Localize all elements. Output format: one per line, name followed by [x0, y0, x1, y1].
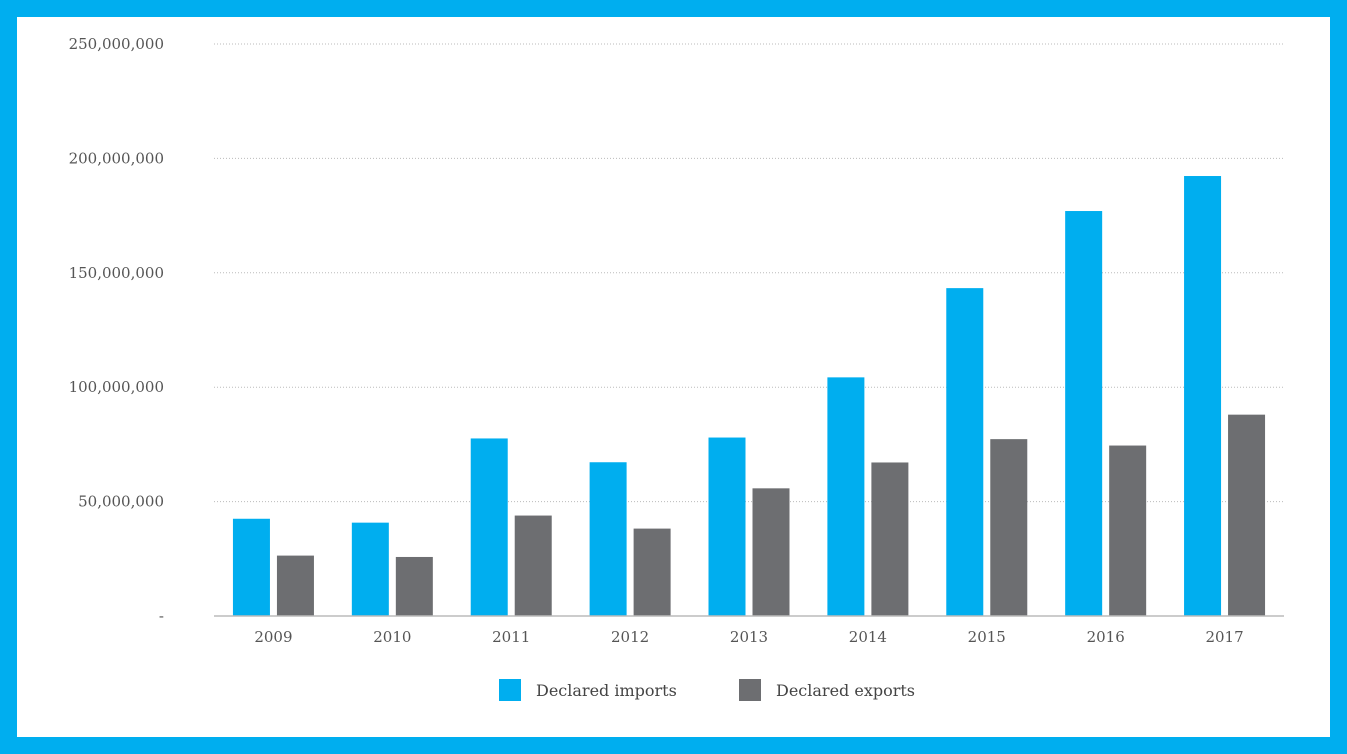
bar-declared-imports-2015 — [946, 288, 984, 616]
x-tick-label: 2016 — [1087, 628, 1125, 646]
y-tick-label: 50,000,000 — [78, 493, 164, 511]
bar-declared-imports-2013 — [708, 437, 746, 616]
bar-declared-exports-2010 — [395, 556, 433, 616]
y-tick-label: 100,000,000 — [69, 378, 164, 396]
bar-chart: - 50,000,000 100,000,000 150,000,000 200,000… — [69, 35, 1284, 701]
bar-declared-imports-2010 — [351, 522, 389, 616]
bar-declared-exports-2013 — [752, 488, 790, 616]
bar-declared-imports-2011 — [470, 438, 508, 616]
legend-swatch-declared-exports — [739, 679, 761, 701]
y-axis-tick-labels: - 50,000,000 100,000,000 150,000,000 200,000… — [69, 35, 164, 625]
x-tick-label: 2014 — [849, 628, 887, 646]
bar-declared-imports-2017 — [1184, 176, 1222, 617]
x-tick-label: 2011 — [492, 628, 530, 646]
x-tick-label: 2013 — [730, 628, 768, 646]
bar-declared-exports-2016 — [1109, 445, 1147, 616]
y-tick-label: - — [159, 607, 164, 625]
x-tick-label: 2010 — [373, 628, 411, 646]
x-tick-label: 2015 — [968, 628, 1006, 646]
y-tick-label: 200,000,000 — [69, 149, 164, 167]
legend-swatch-declared-imports — [499, 679, 521, 701]
x-tick-label: 2017 — [1205, 628, 1243, 646]
bar-declared-imports-2009 — [232, 518, 270, 616]
legend-label: Declared imports — [536, 681, 677, 700]
bar-declared-imports-2014 — [827, 377, 865, 616]
legend-label: Declared exports — [776, 681, 915, 700]
x-tick-label: 2012 — [611, 628, 649, 646]
y-tick-label: 150,000,000 — [69, 264, 164, 282]
bar-declared-exports-2012 — [633, 528, 671, 616]
gridlines — [214, 43, 1284, 503]
bar-declared-exports-2009 — [276, 555, 314, 616]
bar-declared-exports-2015 — [990, 439, 1028, 616]
legend: Declared imports Declared exports — [499, 679, 915, 701]
chart-panel: - 50,000,000 100,000,000 150,000,000 200,000… — [17, 17, 1330, 737]
bar-declared-imports-2016 — [1065, 211, 1103, 617]
x-axis-tick-labels: 2009 2010 2011 2012 2013 2014 2015 2016 2017 — [254, 628, 1243, 646]
y-tick-label: 250,000,000 — [69, 35, 164, 53]
bar-declared-exports-2017 — [1228, 414, 1266, 616]
bars — [232, 176, 1266, 617]
bar-declared-exports-2014 — [871, 462, 909, 616]
bar-declared-imports-2012 — [589, 462, 627, 616]
bar-declared-exports-2011 — [514, 515, 552, 616]
x-tick-label: 2009 — [254, 628, 292, 646]
